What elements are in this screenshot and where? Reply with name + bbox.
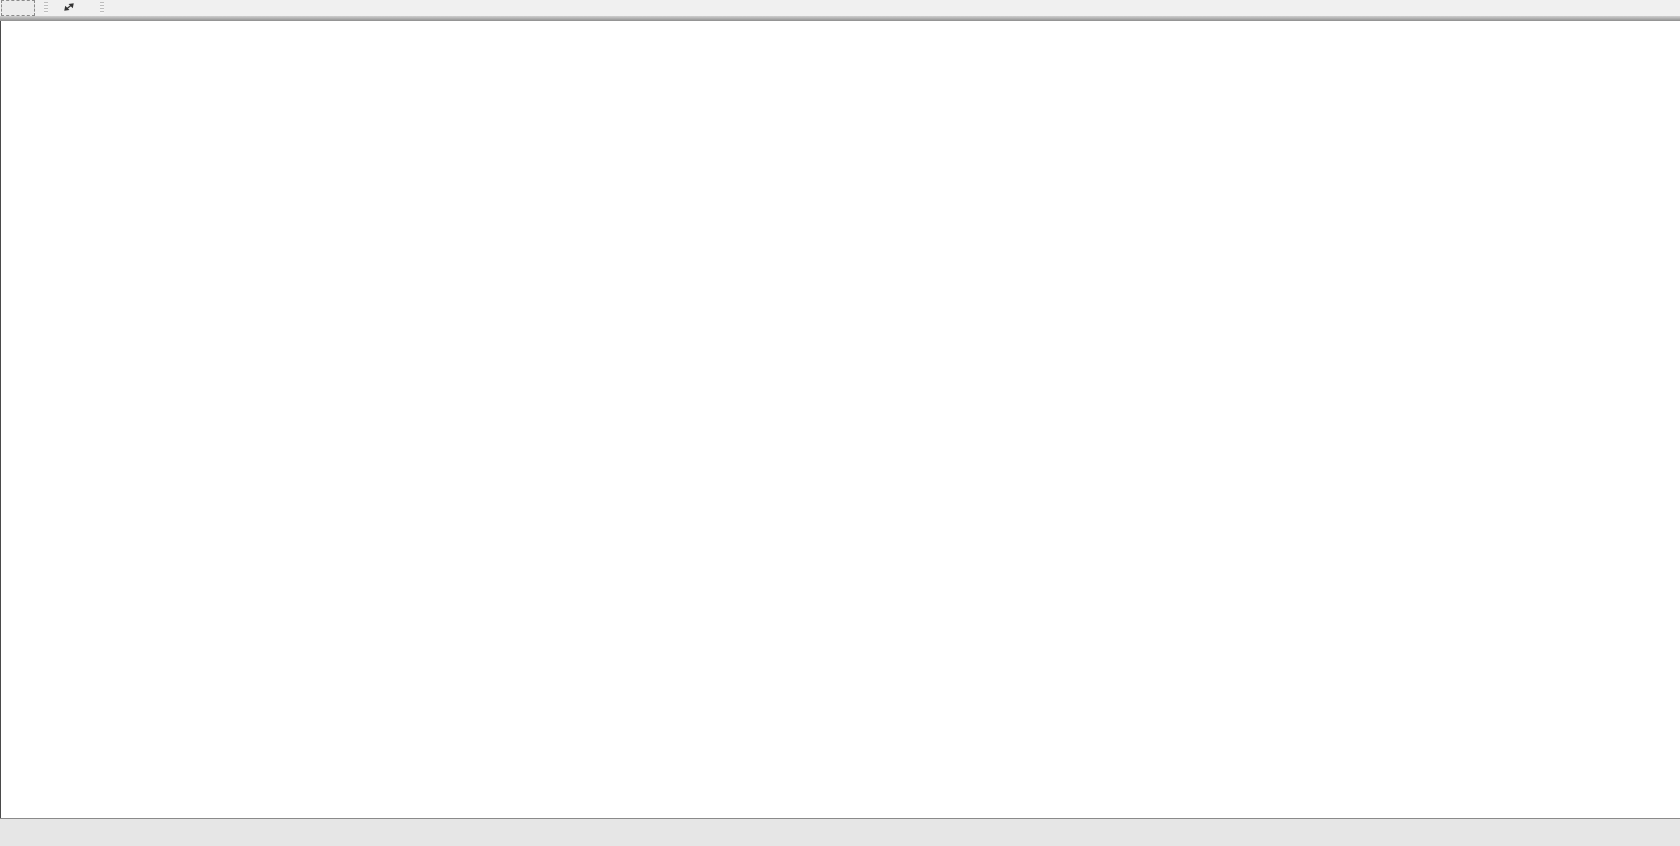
timeframe-group-handle[interactable] <box>100 2 104 14</box>
cursor-arrows-tool-button[interactable] <box>53 1 85 15</box>
chart-plot-area[interactable] <box>1 21 1680 818</box>
text-tool-button[interactable] <box>1 0 35 16</box>
top-toolbar <box>0 0 1680 16</box>
toolbar-drag-handle[interactable] <box>44 2 48 14</box>
cursor-arrows-icon <box>62 1 76 16</box>
chart-title <box>9 26 19 38</box>
symbol-tab-bar <box>0 818 1680 846</box>
chart-window[interactable] <box>0 21 1680 818</box>
